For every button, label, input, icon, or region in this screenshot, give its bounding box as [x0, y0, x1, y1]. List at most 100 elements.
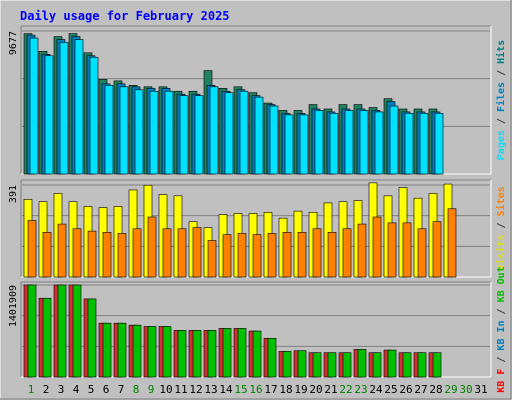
x-tick-label: 5	[88, 383, 95, 396]
x-tick-label: 26	[399, 383, 412, 396]
x-tick-label: 27	[414, 383, 427, 396]
bar-pages	[119, 86, 129, 175]
legend-entry: /	[496, 216, 507, 234]
bar-sites	[102, 231, 112, 278]
x-tick-label: 4	[73, 383, 80, 396]
x-tick-label: 1	[28, 383, 35, 396]
legend-entry: /	[496, 64, 507, 82]
bar-pages	[74, 39, 84, 175]
bar-kb-out	[252, 330, 262, 378]
bar-sites	[402, 222, 412, 278]
bar-sites	[417, 228, 427, 278]
bar-kb-out	[72, 284, 82, 378]
panel-3: 1401909 KB F / KB In / KB Out	[8, 266, 507, 392]
bar-sites	[222, 234, 232, 278]
x-tick-label: 7	[118, 383, 125, 396]
legend-entry: Visits	[495, 235, 507, 271]
x-tick-label: 10	[159, 383, 172, 396]
bar-sites	[177, 228, 187, 278]
bar-sites	[357, 223, 367, 278]
x-tick-label: 3	[58, 383, 65, 396]
bar-kb-out	[132, 324, 142, 378]
bar-pages	[194, 95, 204, 175]
bar-pages	[254, 96, 264, 175]
bar-sites	[87, 230, 97, 278]
bar-kb-out	[372, 352, 382, 378]
legend-entry: KB In	[496, 320, 507, 350]
bar-sites	[57, 223, 67, 278]
bar-pages	[179, 95, 189, 175]
bar-kb-out	[237, 328, 247, 378]
bar-sites	[27, 220, 37, 278]
bar-kb-out	[222, 328, 232, 378]
x-tick-label: 28	[429, 383, 442, 396]
bar-kb-out	[162, 326, 172, 378]
legend: Pages / Files / Hits	[495, 40, 507, 160]
bar-kb-out	[387, 349, 397, 378]
bar-kb-out	[192, 330, 202, 378]
bar-pages	[29, 37, 39, 175]
bar-pages	[299, 114, 309, 175]
legend-entry: Hits	[495, 40, 507, 64]
bar-sites	[192, 227, 202, 278]
legend: KB F / KB In / KB Out	[496, 266, 507, 392]
bar-pages	[44, 55, 54, 175]
bar-pages	[239, 90, 249, 175]
bar-kb-out	[282, 351, 292, 378]
x-tick-label: 23	[354, 383, 367, 396]
x-tick-label: 20	[309, 383, 322, 396]
legend-entry: /	[496, 112, 507, 130]
x-tick-label: 29	[444, 383, 457, 396]
bar-sites	[447, 208, 457, 278]
bar-kb-out	[27, 284, 37, 378]
bar-pages	[389, 105, 399, 175]
bar-pages	[89, 56, 99, 175]
bar-pages	[134, 89, 144, 175]
x-tick-label: 15	[234, 383, 247, 396]
bar-sites	[132, 228, 142, 278]
x-tick-label: 9	[148, 383, 155, 396]
x-tick-label: 13	[204, 383, 217, 396]
x-axis-labels: 1 2 3 4 5 6 7 8 9 10 11 12 13 14 15 16 17 18 19 20 21 22 23 24 2…	[28, 383, 488, 396]
legend: Visits / Sites	[495, 186, 507, 270]
bar-pages	[104, 85, 114, 175]
bar-kb-out	[117, 322, 127, 378]
bar-pages	[359, 110, 369, 175]
bar-kb-out	[147, 326, 157, 378]
x-tick-label: 18	[279, 383, 292, 396]
bar-sites	[327, 231, 337, 278]
x-tick-label: 6	[103, 383, 110, 396]
bar-sites	[312, 228, 322, 278]
bar-kb-out	[312, 352, 322, 378]
x-tick-label: 22	[339, 383, 352, 396]
bar-kb-out	[357, 349, 367, 378]
bar-kb-out	[87, 298, 97, 378]
bar-kb-out	[207, 330, 217, 378]
bar-sites	[72, 228, 82, 278]
bar-kb-out	[432, 352, 442, 378]
bar-sites	[117, 233, 127, 278]
bar-sites	[252, 234, 262, 278]
bar-kb-out	[402, 352, 412, 378]
bar-sites	[297, 231, 307, 278]
x-tick-label: 31	[474, 383, 487, 396]
bar-sites	[387, 222, 397, 278]
bar-kb-out	[42, 297, 52, 378]
x-tick-label: 12	[189, 383, 202, 396]
x-tick-label: 24	[369, 383, 383, 396]
bar-sites	[207, 240, 217, 278]
legend-entry: /	[496, 302, 507, 320]
x-tick-label: 11	[174, 383, 187, 396]
bar-pages	[269, 105, 279, 175]
bar-kb-out	[267, 337, 277, 378]
bar-sites	[342, 228, 352, 278]
bar-pages	[374, 111, 384, 175]
x-tick-label: 25	[384, 383, 397, 396]
bar-pages	[149, 90, 159, 175]
legend-entry: Pages	[496, 130, 507, 160]
x-tick-label: 17	[264, 383, 277, 396]
bar-pages	[209, 86, 219, 175]
x-tick-label: 19	[294, 383, 307, 396]
x-tick-label: 14	[219, 383, 233, 396]
